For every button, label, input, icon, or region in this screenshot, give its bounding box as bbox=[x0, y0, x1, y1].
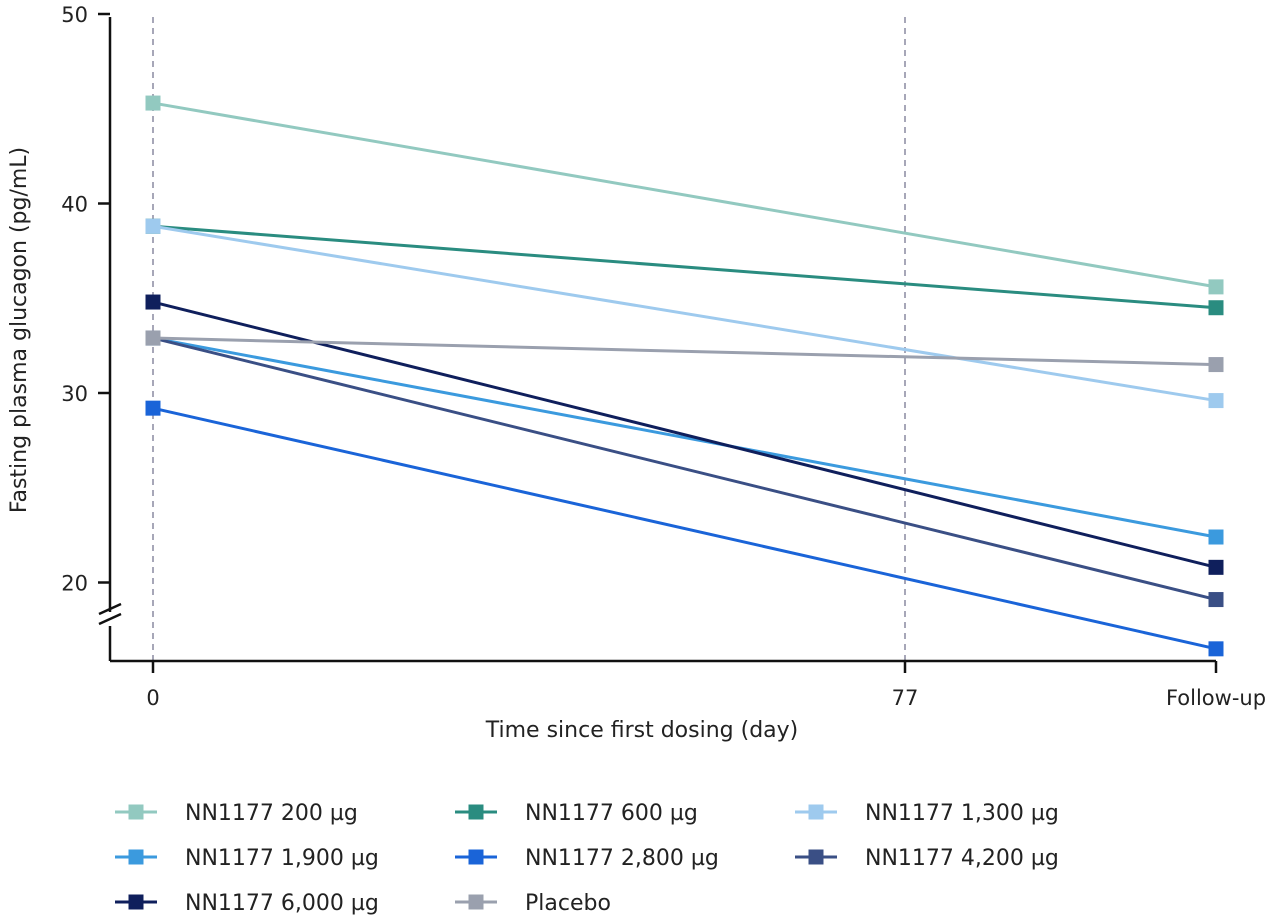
data-point bbox=[145, 95, 161, 111]
legend-swatch-marker bbox=[468, 804, 484, 820]
legend-swatch-marker bbox=[128, 849, 144, 865]
data-point bbox=[1208, 357, 1224, 373]
legend-label: NN1177 200 µg bbox=[185, 801, 358, 826]
y-tick-label: 30 bbox=[61, 382, 88, 406]
x-ticks: 0 77 Follow-up bbox=[146, 661, 1266, 710]
legend-item: NN1177 4,200 µg bbox=[795, 846, 1059, 871]
series-line-7 bbox=[152, 336, 1217, 367]
data-point bbox=[1208, 393, 1224, 409]
legend-item: NN1177 1,900 µg bbox=[115, 846, 379, 871]
data-point bbox=[1208, 279, 1224, 295]
series-line-1 bbox=[152, 224, 1217, 310]
reference-lines bbox=[152, 17, 906, 661]
series-line-3 bbox=[152, 336, 1217, 539]
data-point bbox=[1208, 300, 1224, 316]
series-line-2 bbox=[152, 224, 1217, 403]
axis-break-icon bbox=[98, 602, 122, 626]
legend-swatch-marker bbox=[808, 849, 824, 865]
data-point bbox=[145, 294, 161, 310]
legend-label: NN1177 600 µg bbox=[525, 801, 698, 826]
axes bbox=[98, 17, 1216, 663]
legend-item: NN1177 6,000 µg bbox=[115, 891, 379, 916]
y-ticks: 20 30 40 50 bbox=[61, 3, 110, 596]
legend-label: NN1177 1,900 µg bbox=[185, 846, 379, 871]
legend-swatch-marker bbox=[808, 804, 824, 820]
legend-item: NN1177 600 µg bbox=[455, 801, 698, 826]
data-point bbox=[145, 218, 161, 234]
series-group bbox=[145, 95, 1224, 657]
legend-swatch-marker bbox=[128, 804, 144, 820]
legend-label: NN1177 4,200 µg bbox=[865, 846, 1059, 871]
y-tick-label: 40 bbox=[61, 193, 88, 217]
data-point bbox=[1208, 529, 1224, 545]
legend: NN1177 200 µg NN1177 600 µg NN1177 1,300 µ… bbox=[115, 801, 1059, 916]
series-line-5 bbox=[152, 336, 1217, 602]
legend-item: NN1177 2,800 µg bbox=[455, 846, 719, 871]
legend-label: NN1177 6,000 µg bbox=[185, 891, 379, 916]
legend-label: NN1177 1,300 µg bbox=[865, 801, 1059, 826]
y-axis-title: Fasting plasma glucagon (pg/mL) bbox=[7, 147, 32, 513]
series-line-0 bbox=[152, 101, 1217, 289]
series-line-4 bbox=[152, 406, 1217, 651]
legend-item: Placebo bbox=[455, 891, 611, 916]
legend-label: NN1177 2,800 µg bbox=[525, 846, 719, 871]
data-point bbox=[1208, 559, 1224, 575]
x-axis-title: Time since first dosing (day) bbox=[485, 718, 799, 743]
legend-swatch-marker bbox=[128, 894, 144, 910]
legend-item: NN1177 200 µg bbox=[115, 801, 358, 826]
data-point bbox=[145, 400, 161, 416]
legend-swatch-marker bbox=[468, 894, 484, 910]
y-tick-label: 20 bbox=[61, 572, 88, 596]
legend-label: Placebo bbox=[525, 891, 611, 916]
legend-item: NN1177 1,300 µg bbox=[795, 801, 1059, 826]
y-tick-label: 50 bbox=[61, 3, 88, 27]
x-tick-label: Follow-up bbox=[1166, 686, 1266, 710]
legend-swatch-marker bbox=[468, 849, 484, 865]
series-line-6 bbox=[152, 300, 1217, 569]
data-point bbox=[145, 330, 161, 346]
x-tick-label: 0 bbox=[146, 686, 159, 710]
x-tick-label: 77 bbox=[892, 686, 919, 710]
data-point bbox=[1208, 641, 1224, 657]
data-point bbox=[1208, 592, 1224, 608]
